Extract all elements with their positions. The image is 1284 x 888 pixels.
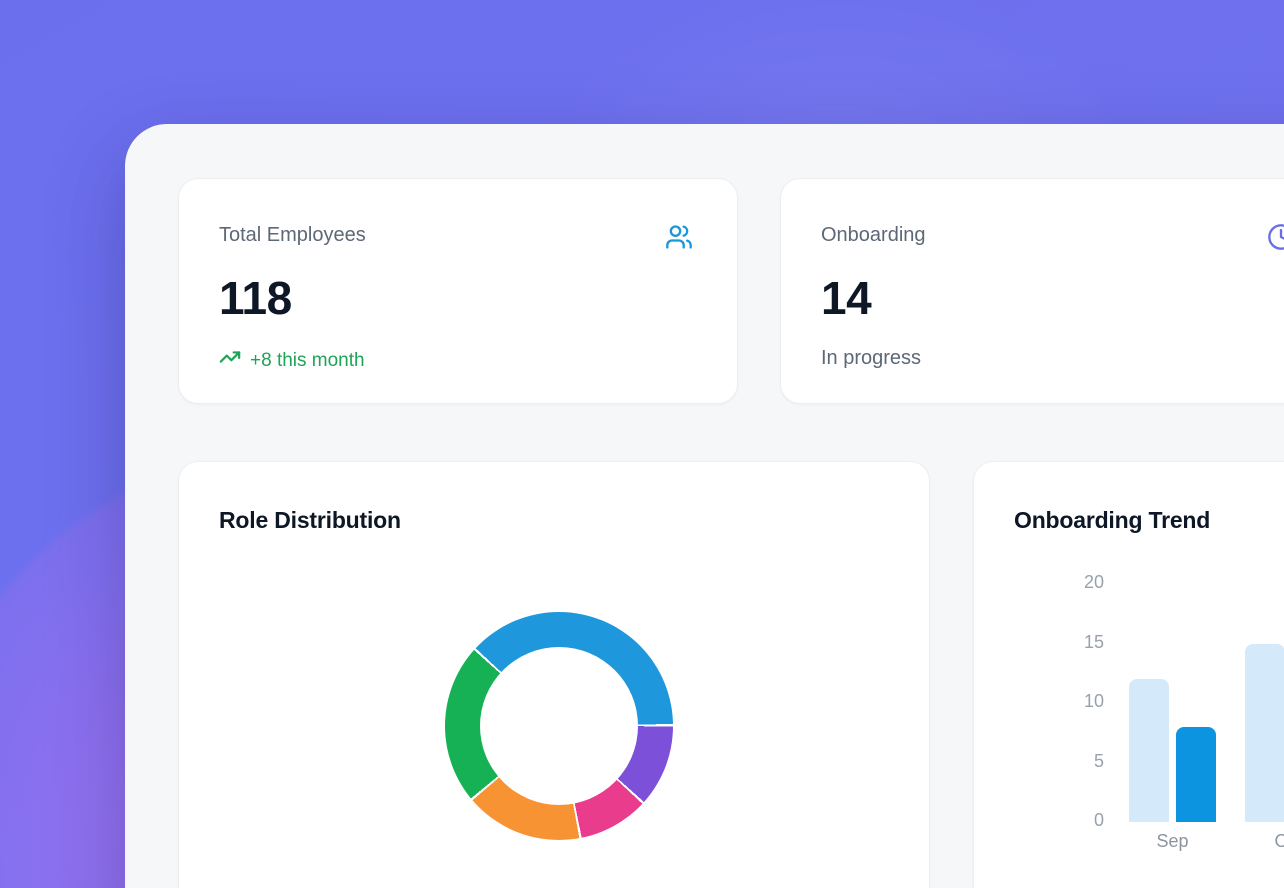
onboarding-trend-bar-chart: 20 15 10 5 0 Sep Oct bbox=[974, 462, 1284, 888]
stats-row: Total Employees 118 bbox=[178, 178, 1284, 404]
chart-title: Role Distribution bbox=[219, 507, 401, 533]
stat-label: Onboarding bbox=[821, 224, 926, 246]
clock-icon bbox=[1267, 223, 1284, 251]
y-axis-tick-label: 20 bbox=[1083, 572, 1104, 592]
stat-card-header: Onboarding bbox=[821, 223, 1284, 251]
stat-value: 14 bbox=[821, 272, 872, 324]
y-axis-tick-label: 0 bbox=[1093, 810, 1104, 830]
y-axis-tick-label: 5 bbox=[1093, 750, 1104, 771]
stat-card-onboarding: Onboarding 14 In progress bbox=[780, 178, 1284, 404]
light-blue-bars bbox=[1129, 679, 1169, 822]
dashboard-panel: Total Employees 118 bbox=[125, 124, 1284, 888]
dark-blue-bars bbox=[1176, 726, 1216, 822]
users-icon bbox=[665, 223, 693, 251]
stat-trend-text: +8 this month bbox=[250, 349, 365, 371]
charts-row: Role Distribution Onboarding Trend 20 15 1… bbox=[178, 461, 1284, 888]
role-distribution-donut-chart bbox=[445, 612, 673, 840]
y-axis-tick-label: 15 bbox=[1083, 631, 1104, 652]
stat-trend: +8 this month bbox=[219, 346, 693, 375]
stat-card-header: Total Employees bbox=[219, 223, 693, 251]
trending-up-icon bbox=[219, 346, 241, 375]
x-axis-category-label: Oct bbox=[1274, 831, 1284, 851]
y-axis-tick-label: 10 bbox=[1083, 691, 1104, 711]
stat-subtext: In progress bbox=[821, 347, 922, 369]
onboarding-trend-card: Onboarding Trend 20 15 10 5 0 Sep Oct bbox=[973, 461, 1284, 888]
stat-label: Total Employees bbox=[219, 224, 366, 246]
stat-value: 118 bbox=[219, 272, 292, 324]
stat-card-total-employees: Total Employees 118 bbox=[178, 178, 738, 404]
chart-title: Onboarding Trend bbox=[1014, 507, 1211, 533]
donut-hole bbox=[480, 647, 638, 805]
x-axis-category-label: Sep bbox=[1156, 831, 1189, 851]
role-distribution-card: Role Distribution bbox=[178, 461, 930, 888]
light-blue-bars bbox=[1245, 643, 1284, 822]
